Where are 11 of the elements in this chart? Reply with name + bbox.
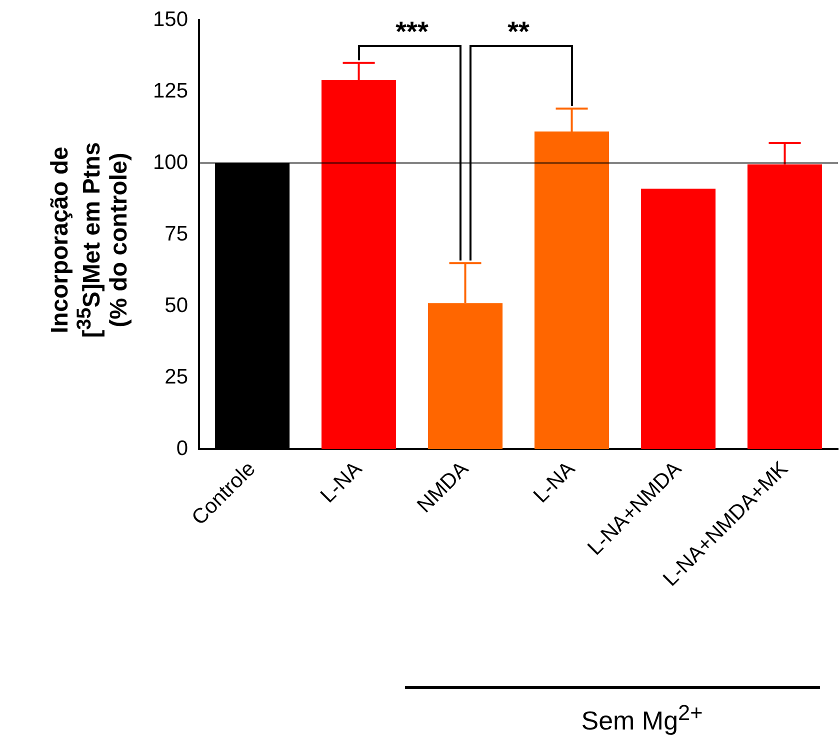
y-tick-label: 25 bbox=[164, 365, 188, 388]
y-tick-label: 0 bbox=[176, 436, 188, 460]
text: Sem Mg$^{2+}$ bbox=[581, 700, 703, 737]
bar bbox=[640, 188, 716, 450]
y-tick-label: 100 bbox=[152, 150, 188, 174]
y-tick-label: 125 bbox=[152, 79, 188, 102]
y-tick-label: 75 bbox=[164, 222, 188, 246]
annotation: ** bbox=[508, 16, 530, 48]
annotation: *** bbox=[396, 16, 428, 48]
y-tick-label: 150 bbox=[152, 8, 188, 31]
y-tick-label: 50 bbox=[164, 294, 188, 317]
